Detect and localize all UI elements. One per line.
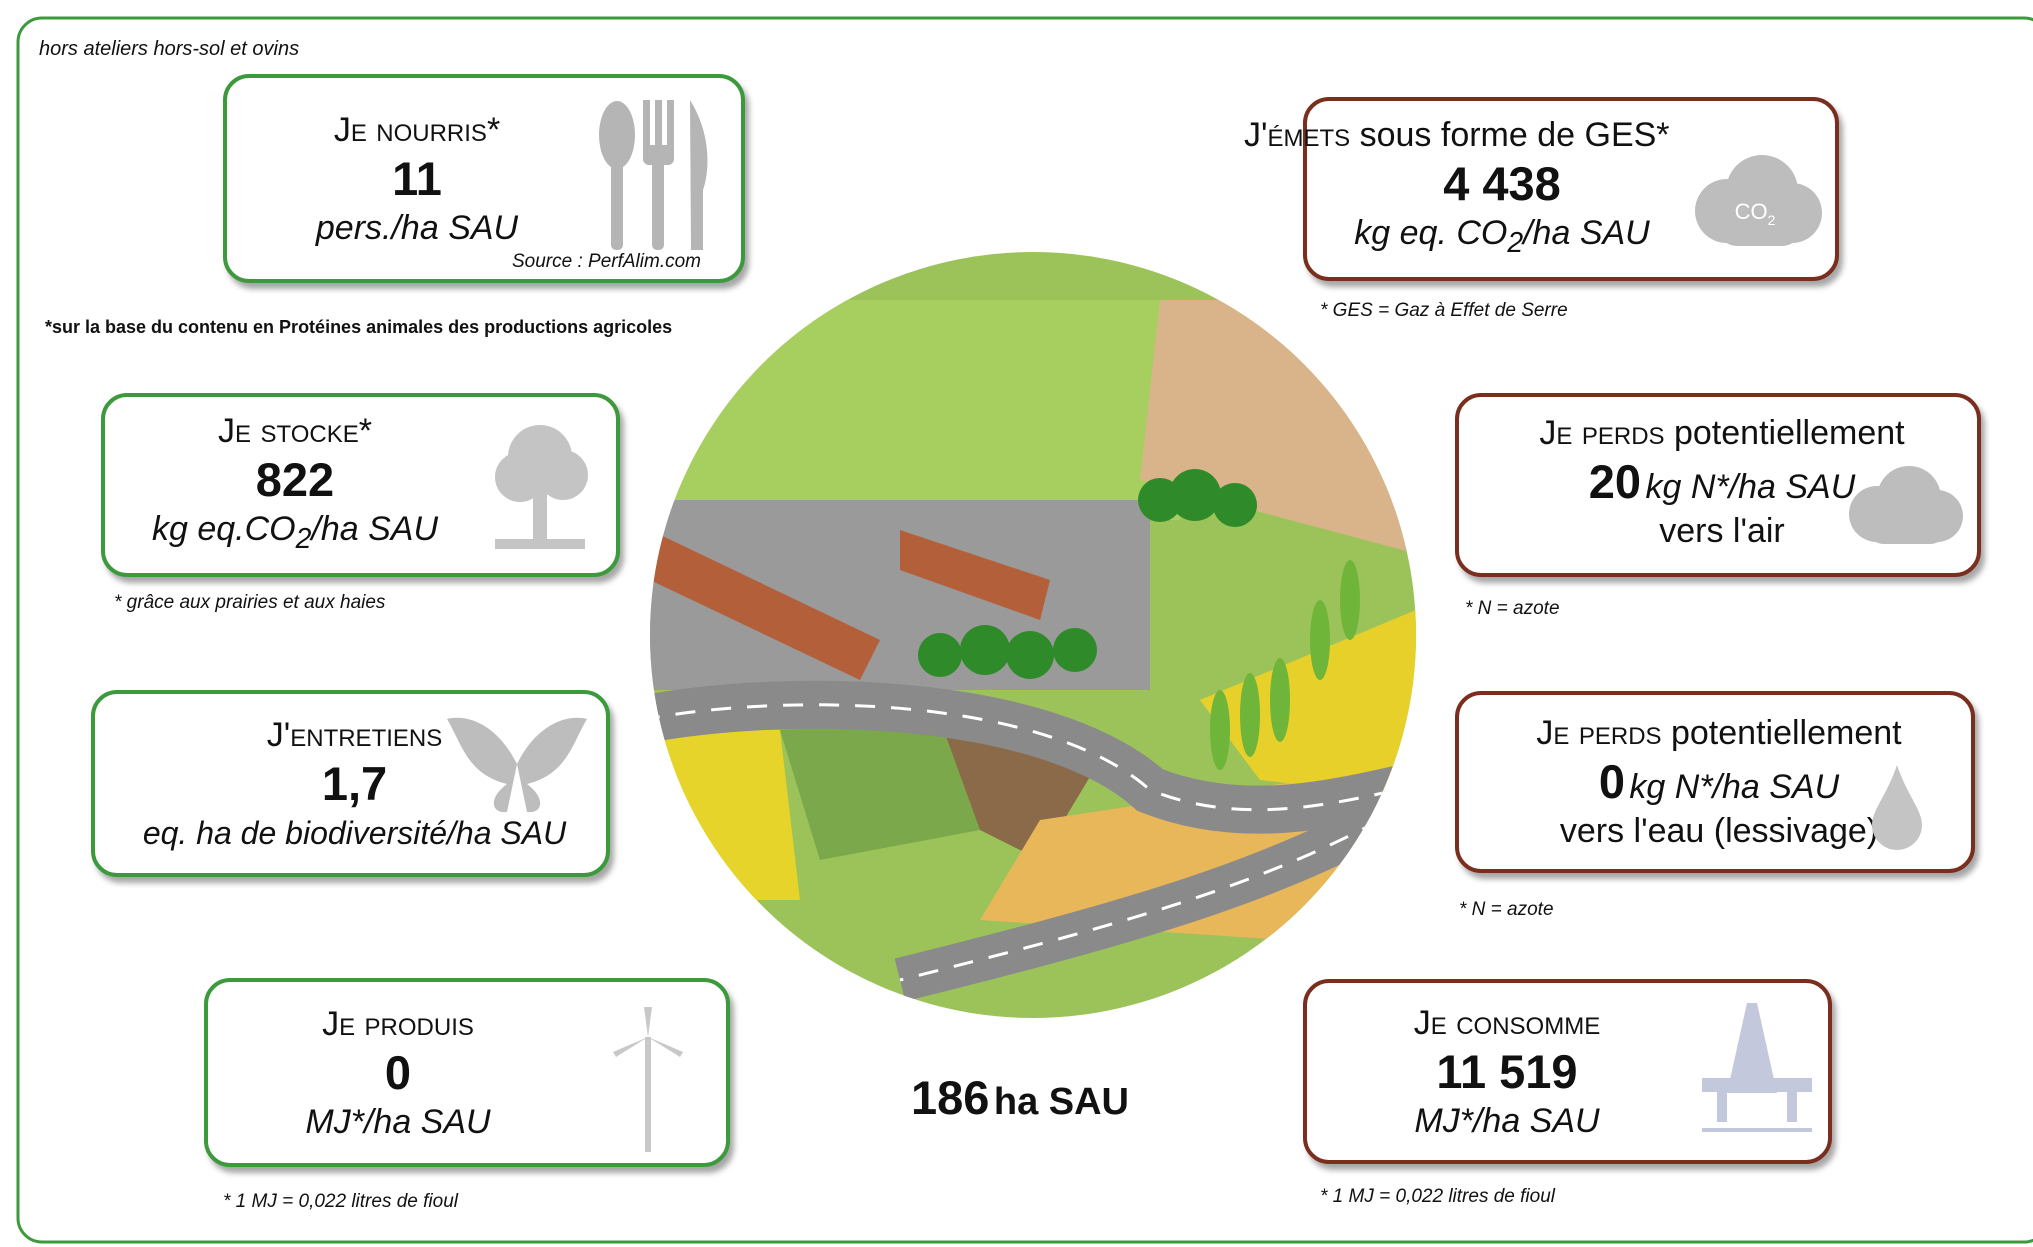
center-value: 186 <box>911 1071 989 1124</box>
card-value: 11 519 <box>1436 1045 1577 1099</box>
card-title: Je nourris* <box>334 108 500 152</box>
card-title: Je stocke* <box>218 409 372 453</box>
tree-icon <box>485 417 595 557</box>
card: Je produis 0 MJ*/ha SAU <box>204 978 730 1167</box>
card: Je perds potentiellement 0 kg N*/ha SAU … <box>1455 691 1975 873</box>
card: Je consomme 11 519 MJ*/ha SAU <box>1303 979 1832 1164</box>
card-unit: kg eq. CO <box>1354 214 1507 252</box>
card-unit: 2 <box>296 523 312 555</box>
card-unit: kg N*/ha SAU <box>1645 468 1855 506</box>
card-unit: MJ*/ha SAU <box>305 1100 490 1144</box>
footnote: * N = azote <box>1465 598 1560 620</box>
card: Je perds potentiellement 20 kg N*/ha SAU… <box>1455 393 1981 577</box>
card-unit: /ha SAU <box>1523 214 1650 252</box>
card-unit: kg N*/ha SAU <box>1629 768 1839 806</box>
card-title: J'émets <box>1244 116 1350 154</box>
icon-label: 2 <box>1768 212 1776 228</box>
footnote: * grâce aux prairies et aux haies <box>114 592 385 614</box>
card-title: potentiellement <box>1662 714 1902 752</box>
card-unit: MJ*/ha SAU <box>1414 1099 1599 1143</box>
card-value: 0 <box>1599 755 1625 808</box>
center-label: 186 ha SAU <box>900 1070 1140 1125</box>
card-title: potentiellement <box>1665 414 1905 452</box>
card-value: 822 <box>256 453 334 507</box>
card-unit: eq. ha de biodiversité/ha SAU <box>143 811 566 855</box>
page: hors ateliers hors-sol et ovins Je nourr… <box>0 0 2033 1247</box>
card-value: 20 <box>1589 455 1641 508</box>
header-note: hors ateliers hors-sol et ovins <box>39 38 299 61</box>
cloud-icon: CO2 <box>1687 151 1827 261</box>
card-unit: pers./ha SAU <box>316 206 518 250</box>
footnote: * GES = Gaz à Effet de Serre <box>1320 300 1568 322</box>
wind-turbine-icon <box>608 1007 688 1157</box>
card-title: Je produis <box>322 1002 474 1046</box>
footnote: * N = azote <box>1459 899 1554 921</box>
card-value: 11 <box>392 152 442 206</box>
cloud-icon <box>1839 462 1969 552</box>
card: J'émets sous forme de GES* 4 438 kg eq. … <box>1303 97 1839 281</box>
card-target: vers l'eau (lessivage) <box>1519 809 1919 853</box>
landscape <box>640 250 1440 1050</box>
footnote: *sur la base du contenu en Protéines ani… <box>45 317 672 338</box>
card-unit: /ha SAU <box>311 510 438 548</box>
icon-label: CO <box>1735 199 1768 224</box>
footnote: * 1 MJ = 0,022 litres de fioul <box>1320 1186 1555 1208</box>
center-unit: ha SAU <box>994 1081 1129 1123</box>
card-title: Je perds <box>1536 714 1661 752</box>
oil-rig-icon <box>1697 1003 1817 1143</box>
card: Je nourris* 11 pers./ha SAU Source : Per… <box>223 74 745 283</box>
card-title: sous forme de GES* <box>1350 116 1669 154</box>
card-title: Je consomme <box>1414 1001 1600 1045</box>
footnote: * 1 MJ = 0,022 litres de fioul <box>223 1191 458 1213</box>
card: J'entretiens 1,7 eq. ha de biodiversité/… <box>91 690 610 877</box>
card-unit: kg eq.CO <box>152 510 296 548</box>
card-title: Je perds <box>1539 414 1664 452</box>
source: Source : PerfAlim.com <box>512 251 701 273</box>
butterfly-icon <box>447 714 587 814</box>
cutlery-icon <box>595 100 715 250</box>
card-value: 4 438 <box>1443 157 1561 211</box>
card-unit: 2 <box>1507 227 1523 259</box>
card: Je stocke* 822 kg eq.CO2/ha SAU <box>101 393 620 577</box>
drop-icon <box>1867 765 1927 855</box>
card-value: 0 <box>385 1046 411 1100</box>
